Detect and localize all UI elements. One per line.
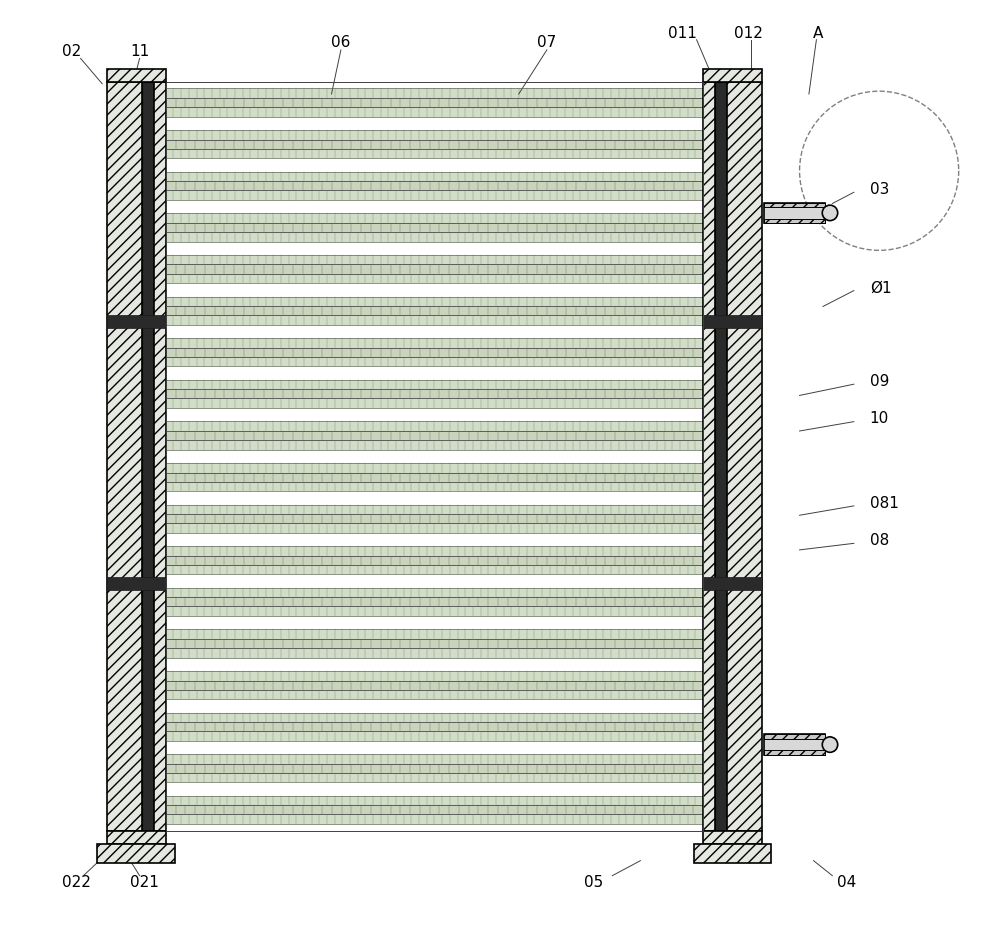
- Text: 06: 06: [331, 35, 351, 50]
- Text: 10: 10: [870, 411, 889, 427]
- Bar: [694, 844, 771, 863]
- Bar: [166, 255, 703, 283]
- Bar: [154, 82, 166, 830]
- Bar: [166, 82, 703, 830]
- Bar: [107, 577, 166, 590]
- Bar: [107, 68, 166, 82]
- Text: 03: 03: [870, 182, 889, 197]
- Bar: [166, 504, 703, 533]
- Bar: [166, 514, 703, 523]
- Bar: [764, 734, 825, 755]
- Bar: [166, 214, 703, 241]
- Bar: [764, 202, 825, 207]
- Text: 022: 022: [62, 875, 91, 890]
- Bar: [166, 546, 703, 575]
- Bar: [166, 130, 703, 159]
- Text: 05: 05: [584, 875, 603, 890]
- Bar: [764, 218, 825, 223]
- Text: 011: 011: [668, 26, 697, 41]
- Bar: [166, 431, 703, 440]
- Text: 02: 02: [62, 45, 81, 60]
- Text: 07: 07: [537, 35, 556, 50]
- Bar: [166, 380, 703, 408]
- Text: 08: 08: [870, 533, 889, 548]
- Bar: [764, 202, 825, 223]
- Bar: [166, 422, 703, 449]
- Bar: [166, 712, 703, 741]
- Circle shape: [822, 205, 838, 220]
- Text: 11: 11: [130, 45, 149, 60]
- Bar: [142, 82, 154, 830]
- Bar: [703, 315, 762, 328]
- Bar: [166, 796, 703, 824]
- Bar: [715, 82, 727, 830]
- Bar: [166, 671, 703, 699]
- Bar: [166, 306, 703, 315]
- Bar: [166, 463, 703, 491]
- Bar: [166, 588, 703, 616]
- Text: 021: 021: [130, 875, 159, 890]
- Bar: [703, 82, 715, 830]
- Bar: [166, 722, 703, 732]
- Bar: [166, 264, 703, 274]
- Bar: [703, 830, 762, 844]
- Bar: [166, 98, 703, 107]
- Text: A: A: [813, 26, 823, 41]
- Bar: [166, 348, 703, 357]
- Bar: [166, 390, 703, 398]
- Bar: [727, 82, 762, 830]
- Bar: [166, 754, 703, 783]
- Bar: [166, 806, 703, 814]
- Bar: [107, 315, 166, 328]
- Bar: [166, 629, 703, 657]
- Text: 081: 081: [870, 496, 899, 510]
- Bar: [166, 680, 703, 690]
- Bar: [764, 734, 825, 739]
- Text: Ø1: Ø1: [870, 280, 891, 295]
- Text: 04: 04: [837, 875, 856, 890]
- Bar: [166, 296, 703, 325]
- Text: 012: 012: [734, 26, 763, 41]
- Bar: [764, 750, 825, 755]
- Bar: [166, 639, 703, 648]
- Bar: [703, 577, 762, 590]
- Bar: [166, 181, 703, 190]
- Bar: [107, 82, 142, 830]
- Text: 09: 09: [870, 374, 889, 389]
- Bar: [166, 172, 703, 200]
- Bar: [166, 556, 703, 565]
- Bar: [166, 223, 703, 232]
- Circle shape: [822, 737, 838, 752]
- Bar: [166, 140, 703, 149]
- Bar: [107, 830, 166, 844]
- Bar: [166, 88, 703, 117]
- Bar: [166, 764, 703, 773]
- Bar: [97, 844, 175, 863]
- Bar: [166, 472, 703, 482]
- Bar: [166, 598, 703, 606]
- Bar: [703, 68, 762, 82]
- Bar: [166, 338, 703, 367]
